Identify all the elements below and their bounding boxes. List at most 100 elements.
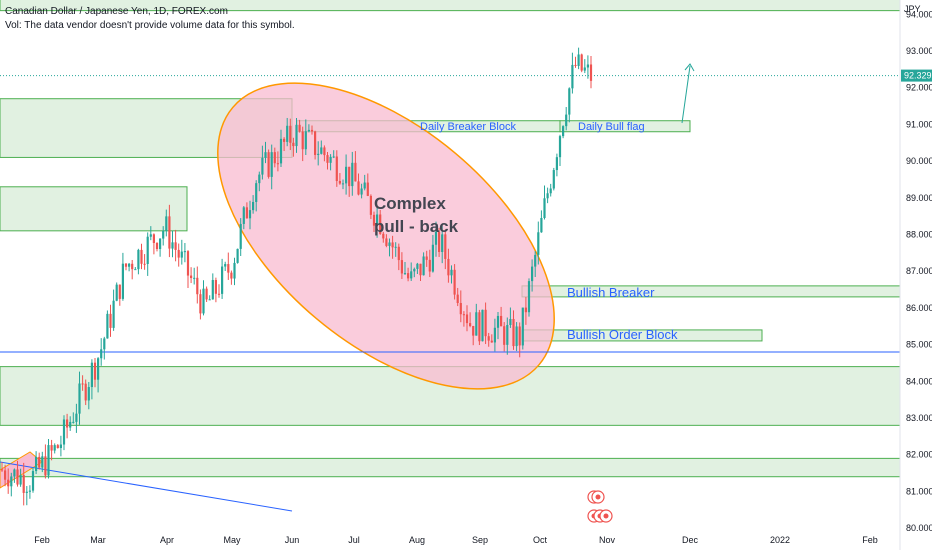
price-axis: 80.000 81.000 82.000 83.000 84.000 85.000 86.0…: [899, 0, 932, 550]
candle-body: [338, 180, 341, 184]
candle-body: [53, 445, 56, 451]
candle-body: [531, 266, 534, 282]
time-tick-label: 2022: [770, 535, 790, 545]
candle-body: [165, 216, 168, 231]
candle-body: [193, 277, 196, 279]
candle-body: [205, 288, 208, 300]
candle-body: [496, 315, 500, 328]
time-tick-label: Apr: [160, 535, 174, 545]
price-tick-label: 88.000: [906, 230, 932, 240]
candle-body: [134, 269, 137, 271]
event-icons: [587, 490, 613, 523]
candle-body: [137, 249, 140, 270]
candle-body: [38, 456, 41, 468]
candle-body: [413, 268, 416, 272]
candle-body: [62, 419, 66, 445]
candle-body: [152, 234, 155, 244]
candle-body: [183, 251, 186, 253]
candle-body: [459, 303, 462, 315]
candle-body: [78, 383, 81, 414]
candle-body: [19, 474, 22, 485]
candle-body: [450, 269, 453, 276]
candle-body: [484, 309, 487, 337]
candle-body: [416, 263, 419, 269]
candle-body: [534, 254, 537, 267]
candle-body: [400, 260, 403, 274]
pullback-label: pull - back: [374, 217, 459, 236]
candle-body: [487, 336, 490, 341]
time-tick-label: Feb: [34, 535, 50, 545]
candle-body: [286, 125, 289, 142]
candle-body: [177, 249, 180, 258]
currency-label: JPY: [904, 4, 921, 14]
candle-body: [419, 263, 422, 276]
candle-body: [453, 269, 456, 295]
candle-body: [171, 242, 174, 249]
candle-body: [555, 157, 558, 171]
candle-body: [131, 263, 134, 270]
candle-body: [273, 152, 276, 164]
candles-layer: [0, 47, 593, 506]
candle-body: [90, 362, 93, 388]
candle-body: [565, 114, 568, 127]
candle-body: [186, 251, 190, 276]
price-tick-label: 94.000: [906, 9, 932, 19]
candle-body: [490, 340, 493, 343]
candle-body: [391, 242, 394, 248]
candle-body: [493, 327, 496, 343]
candle-body: [580, 54, 583, 71]
candle-body: [196, 277, 199, 295]
candle-body: [109, 313, 112, 328]
candle-body: [159, 238, 162, 250]
candle-body: [13, 469, 16, 477]
candle-body: [441, 234, 444, 253]
candle-body: [310, 129, 314, 132]
bullish-order-block-label: Bullish Order Block: [567, 327, 678, 342]
candle-body: [422, 256, 425, 276]
candle-body: [202, 288, 205, 314]
time-tick-label: Feb: [862, 535, 878, 545]
candle-body: [363, 182, 366, 189]
candle-body: [100, 349, 103, 359]
candle-body: [289, 125, 292, 143]
bullish-breaker-label: Bullish Breaker: [567, 285, 655, 300]
candle-body: [143, 263, 146, 265]
candle-body: [115, 284, 118, 301]
candle-body: [93, 362, 97, 380]
candle-body: [261, 157, 264, 175]
daily-breaker-block-label: Daily Breaker Block: [420, 121, 516, 133]
candle-body: [7, 479, 10, 487]
candle-body: [469, 323, 472, 327]
candle-body: [22, 474, 25, 493]
candle-body: [438, 231, 441, 253]
candle-body: [388, 242, 391, 246]
candle-body: [407, 273, 410, 279]
candle-body: [124, 263, 128, 267]
candle-body: [295, 124, 298, 147]
time-tick-label: Mar: [90, 535, 106, 545]
time-tick-label: Dec: [682, 535, 699, 545]
candle-body: [75, 413, 78, 422]
price-tick-label: 86.000: [906, 303, 932, 313]
candle-body: [562, 126, 565, 137]
projection-arrow-head: [684, 63, 695, 72]
zone-rect: [0, 186, 188, 232]
price-tick-label: 93.000: [906, 46, 932, 56]
candle-body: [543, 198, 546, 219]
candle-body: [586, 64, 589, 68]
candle-body: [146, 236, 149, 264]
complex-label: Complex: [374, 194, 446, 213]
price-tick-label: 81.000: [906, 486, 932, 496]
time-axis: Feb Mar Apr May Jun Jul Aug Sep Oct Nov Dec 2022 Feb: [34, 535, 878, 545]
candle-body: [351, 162, 354, 187]
candle-body: [314, 131, 317, 155]
candle-body: [44, 456, 47, 476]
candle-body: [397, 246, 400, 261]
candle-body: [524, 307, 527, 313]
candle-body: [379, 214, 382, 234]
candle-body: [279, 138, 283, 164]
candle-body: [568, 88, 571, 115]
candle-body: [506, 324, 509, 345]
candle-body: [431, 244, 434, 272]
